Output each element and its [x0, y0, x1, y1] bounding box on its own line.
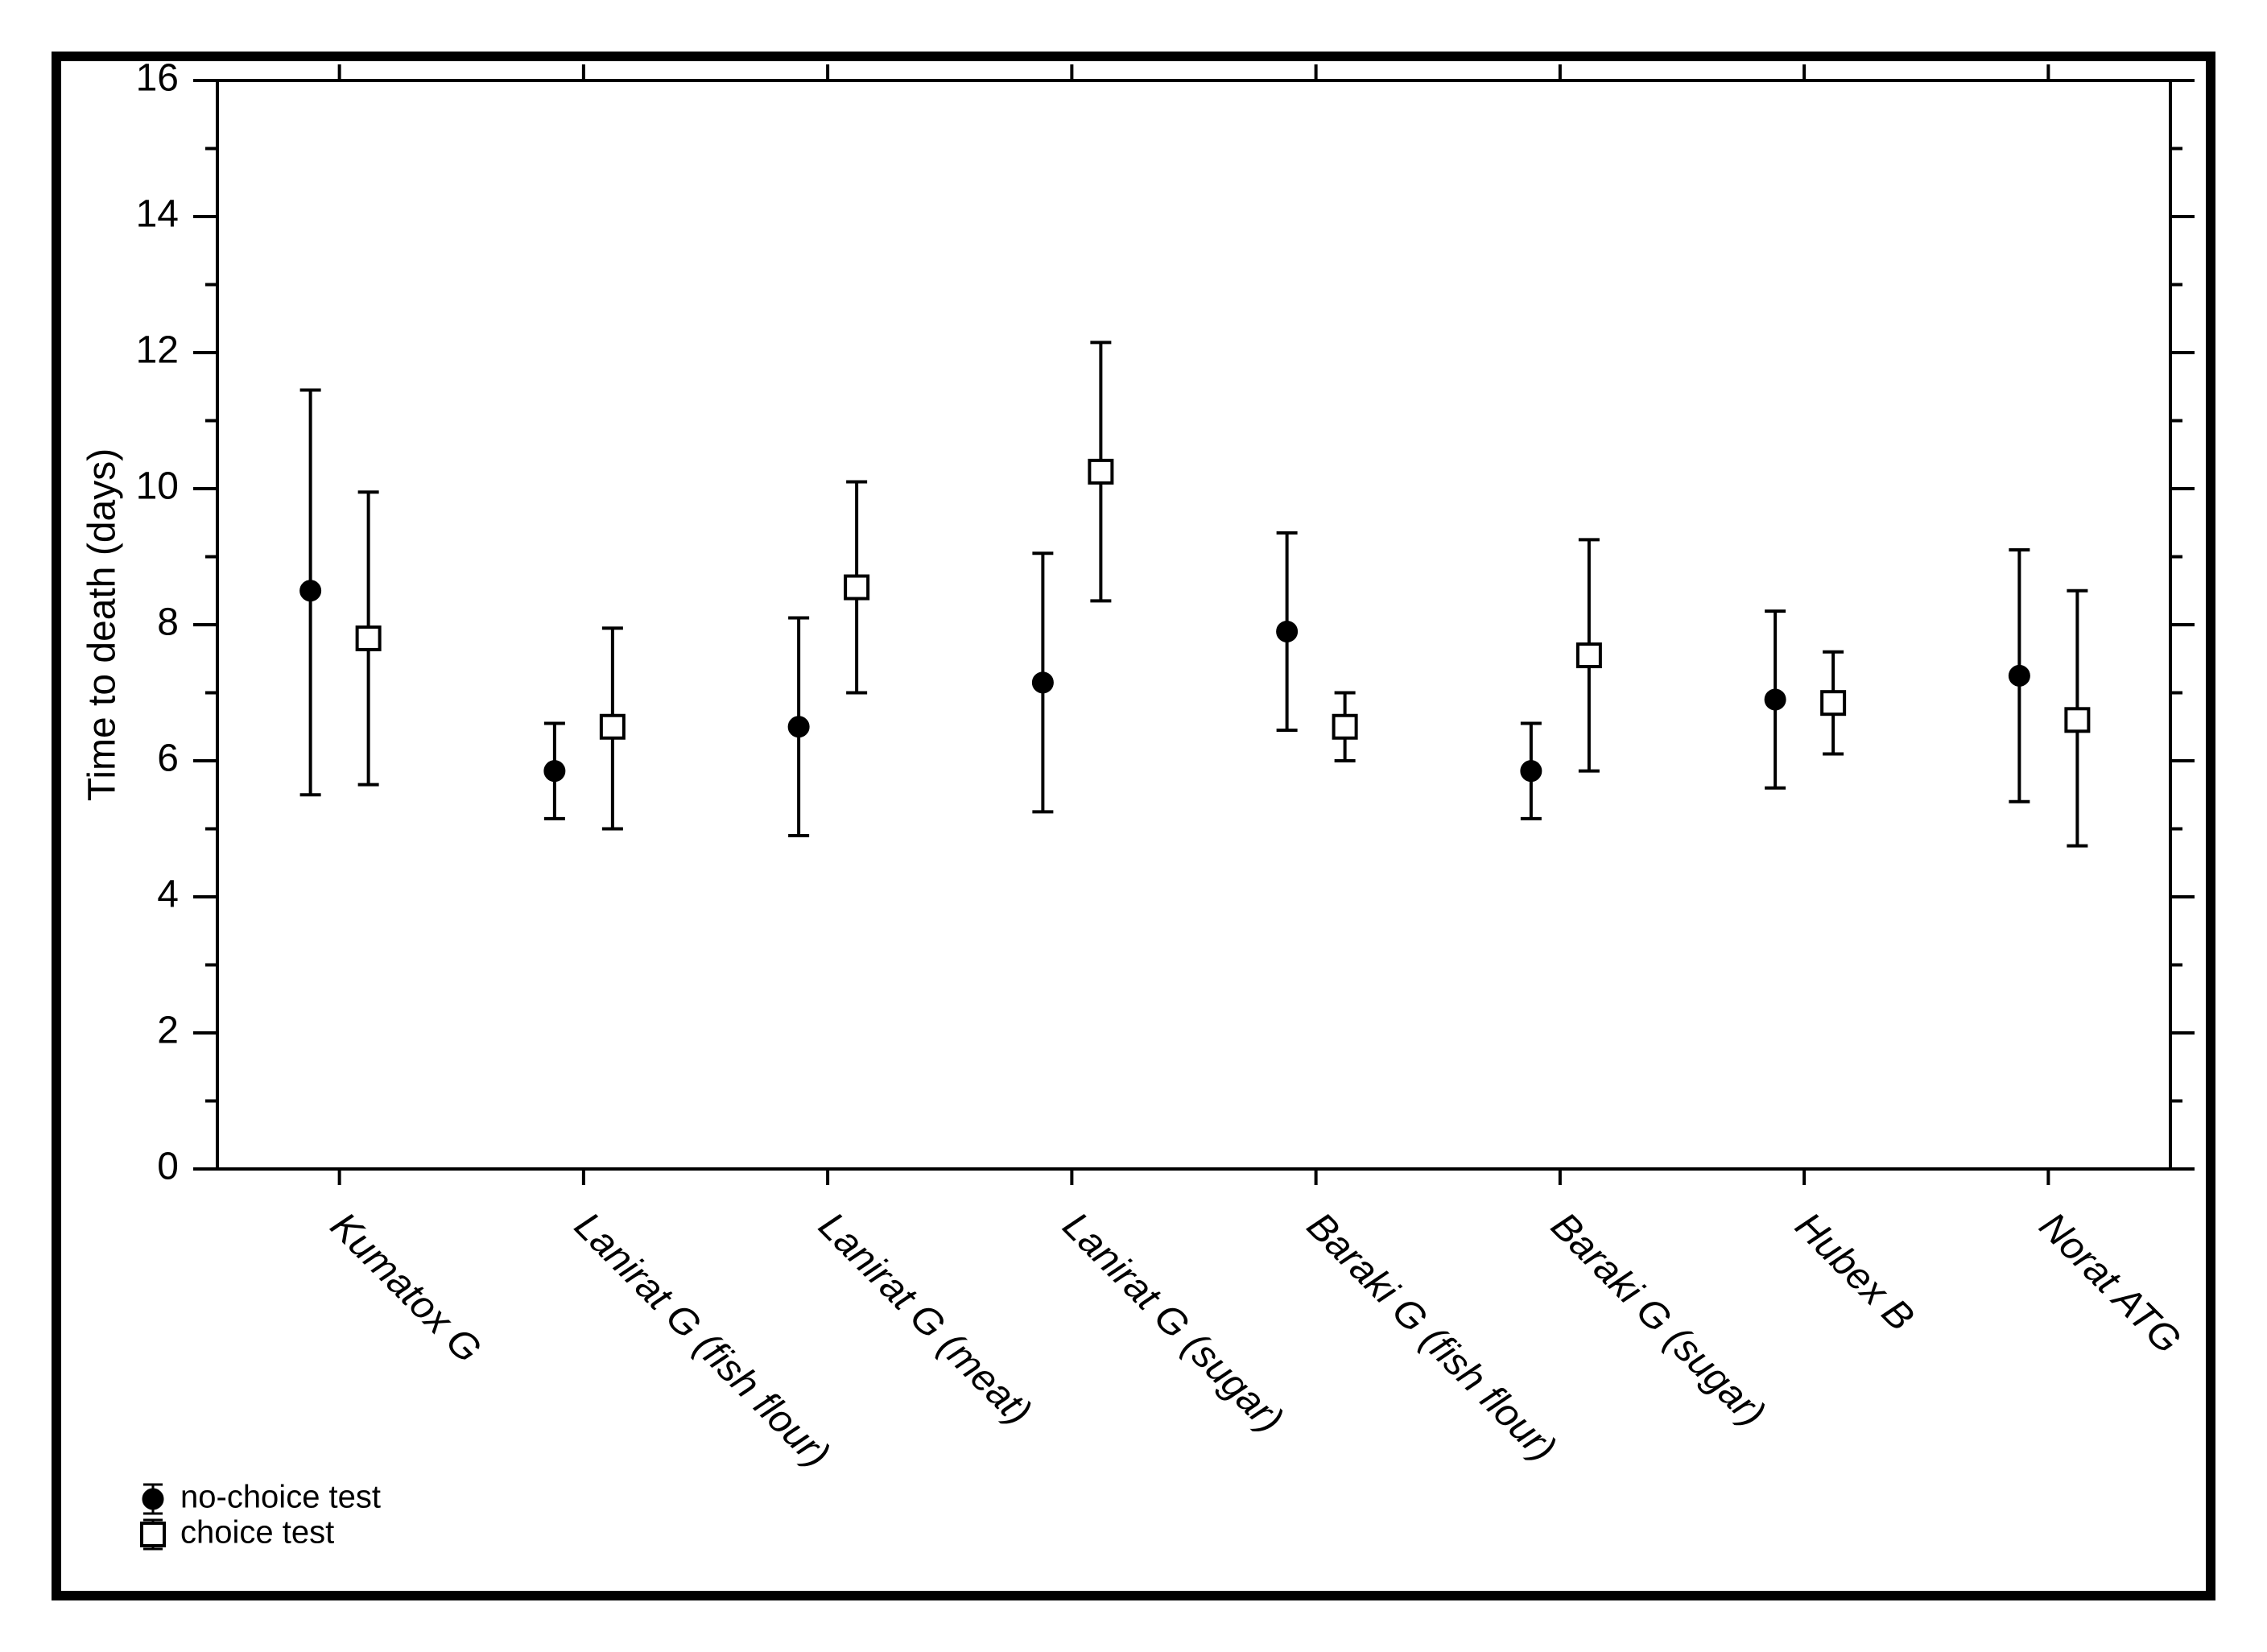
chart-container: 0246810121416Time to death (days)Kumatox… — [0, 0, 2267, 1652]
y-tick-label: 8 — [157, 601, 179, 644]
data-marker-square — [845, 576, 868, 599]
y-tick-label: 0 — [157, 1146, 179, 1188]
y-tick-label: 12 — [136, 329, 179, 372]
data-marker-square — [1578, 644, 1600, 667]
data-marker-circle — [143, 1489, 163, 1509]
legend-label: no-choice test — [180, 1480, 381, 1515]
data-marker-circle — [1522, 762, 1541, 781]
data-marker-circle — [1278, 622, 1297, 641]
data-marker-square — [1089, 460, 1112, 483]
data-marker-square — [2066, 708, 2088, 731]
y-tick-label: 6 — [157, 737, 179, 780]
data-marker-square — [1334, 716, 1356, 738]
data-marker-square — [357, 627, 380, 650]
data-marker-square — [142, 1523, 164, 1546]
data-marker-square — [1822, 692, 1844, 714]
y-tick-label: 2 — [157, 1010, 179, 1052]
data-marker-circle — [301, 581, 320, 601]
y-tick-label: 10 — [136, 465, 179, 508]
y-tick-label: 14 — [136, 193, 179, 236]
outer-border — [56, 56, 2211, 1596]
y-tick-label: 16 — [136, 57, 179, 100]
y-tick-label: 4 — [157, 873, 179, 916]
y-axis-label: Time to death (days) — [81, 448, 124, 801]
legend-label: choice test — [180, 1515, 334, 1551]
data-marker-circle — [545, 762, 564, 781]
data-marker-circle — [2009, 666, 2029, 685]
data-marker-circle — [1033, 673, 1052, 692]
data-marker-square — [601, 716, 624, 738]
data-marker-circle — [789, 717, 808, 737]
data-marker-circle — [1765, 690, 1785, 709]
errorbar-chart: 0246810121416Time to death (days)Kumatox… — [0, 0, 2267, 1652]
